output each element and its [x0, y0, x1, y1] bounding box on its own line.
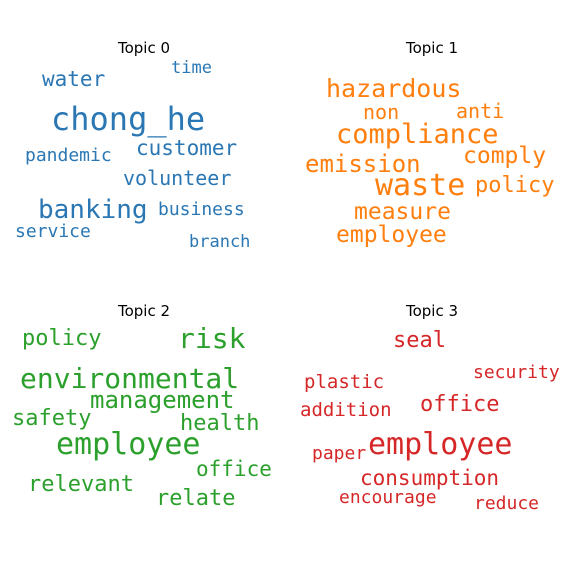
word: reduce [474, 493, 540, 514]
word: management [90, 386, 235, 414]
word: risk [178, 322, 246, 355]
word: safety [12, 406, 92, 431]
word: anti [456, 99, 505, 123]
word: office [196, 457, 272, 481]
panel-title: Topic 1 [405, 39, 459, 57]
wordcloud-panel-1: Topic 1 waste compliance hazardous emiss… [288, 0, 576, 288]
panel-title: Topic 2 [117, 302, 171, 320]
wordcloud-panel-3: Topic 3 employee office seal consumption… [288, 288, 576, 576]
word: policy [22, 326, 102, 351]
word: non [363, 100, 400, 124]
word: banking [38, 195, 148, 225]
word: policy [475, 173, 555, 198]
word: employee [336, 222, 447, 248]
word: hazardous [326, 74, 462, 103]
word: environmental [20, 362, 240, 395]
word: volunteer [123, 166, 232, 190]
word: comply [463, 143, 547, 169]
word: relevant [28, 472, 134, 497]
word: addition [300, 399, 392, 421]
word: water [42, 67, 106, 91]
panel-title: Topic 3 [405, 302, 459, 320]
word: branch [189, 232, 251, 252]
word: seal [393, 328, 446, 353]
wordcloud-panel-2: Topic 2 employee environmental risk mana… [0, 288, 288, 576]
panel-title: Topic 0 [117, 39, 171, 57]
word: health [180, 411, 260, 436]
word: service [15, 221, 91, 242]
word: pandemic [25, 145, 112, 166]
word: waste [375, 168, 466, 203]
word: chong_he [51, 100, 206, 138]
word: security [473, 362, 560, 383]
wordcloud-panel-0: Topic 0 chong_he banking customer water … [0, 0, 288, 288]
word: office [420, 392, 500, 417]
word: employee [368, 427, 513, 462]
word: customer [136, 136, 238, 160]
word: emission [305, 150, 421, 178]
word: relate [156, 486, 236, 511]
word: compliance [336, 119, 499, 150]
word: encourage [339, 487, 437, 508]
word: employee [56, 427, 201, 462]
word: time [171, 58, 212, 78]
word: measure [354, 199, 451, 225]
word: paper [312, 443, 367, 464]
word: business [158, 199, 245, 220]
word: consumption [360, 466, 500, 490]
word: plastic [304, 371, 385, 393]
